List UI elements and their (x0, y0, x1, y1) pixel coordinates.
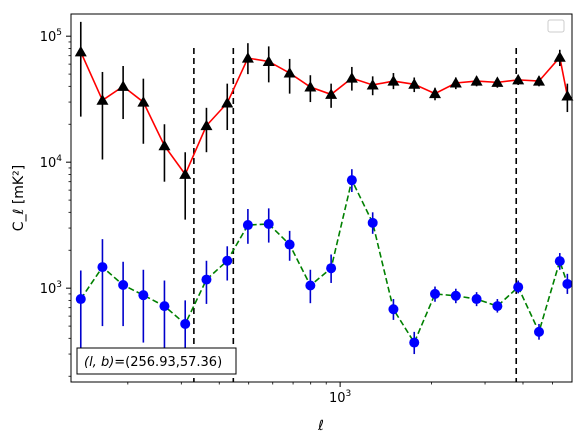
series-1-point-18 (450, 290, 461, 301)
series-0-point-3 (137, 96, 150, 107)
series-0-point-10 (283, 67, 296, 78)
series-1-point-7 (222, 255, 233, 266)
series-1-point-3 (138, 290, 149, 301)
series-0-point-13 (345, 72, 358, 83)
series-0-point-7 (221, 96, 234, 108)
series-1-point-6 (201, 274, 212, 285)
plot-layer (74, 21, 574, 382)
series-0-point-1 (96, 94, 109, 105)
series-0-point-4 (158, 139, 171, 151)
series-0-point-19 (470, 75, 483, 86)
series-1-point-17 (430, 288, 441, 299)
series-0-point-5 (179, 168, 192, 179)
series-1-point-9 (263, 219, 274, 230)
series-1-point-1 (97, 262, 108, 273)
series-1-point-13 (346, 175, 357, 186)
series-0-point-14 (366, 78, 379, 90)
series-1-point-11 (305, 280, 316, 291)
series-0-point-6 (200, 119, 213, 131)
series-1-point-8 (242, 220, 253, 231)
series-0-point-12 (325, 88, 338, 99)
svg-text:(l, b)=(256.93,57.36): (l, b)=(256.93,57.36) (84, 355, 222, 370)
plot-frame (70, 13, 573, 383)
y-tick-label-0: 103 (40, 280, 62, 297)
series-0-point-2 (117, 80, 130, 91)
series-0-point-24 (561, 90, 574, 101)
legend-box (547, 19, 565, 33)
series-0-point-17 (429, 87, 442, 99)
x-tick-label-0: 103 (329, 389, 351, 406)
series-1-point-16 (409, 337, 420, 348)
series-0-point-20 (491, 76, 504, 87)
series-0-point-16 (408, 78, 421, 89)
series-1-point-14 (367, 217, 378, 228)
axes-layer: 103 103 104 105 (40, 28, 553, 406)
series-1-point-23 (554, 256, 565, 267)
series-1-point-24 (562, 278, 573, 289)
series-1-point-5 (180, 318, 191, 329)
series-1-point-21 (513, 282, 524, 293)
series-0-point-21 (512, 73, 525, 85)
series-1-point-10 (284, 239, 295, 250)
series-0-point-22 (532, 75, 545, 86)
series-1-point-22 (533, 326, 544, 337)
series-1-point-15 (388, 304, 399, 315)
x-axis-label: ℓ (317, 418, 324, 434)
annotation-box: (l, b)=(256.93,57.36) (76, 347, 237, 375)
series-0-point-23 (553, 51, 566, 62)
y-tick-label-1: 104 (40, 154, 63, 171)
annotation-label: (l, b) (84, 355, 114, 370)
y-tick-label-2: 105 (40, 28, 62, 45)
series-0-point-11 (304, 81, 317, 92)
series-0-point-18 (449, 77, 462, 88)
series-1-point-4 (159, 301, 170, 312)
series-0-point-0 (74, 45, 87, 57)
annotation-value: =(256.93,57.36) (114, 355, 222, 370)
series-0-point-15 (387, 75, 400, 86)
series-1-point-20 (492, 301, 503, 312)
y-axis-label: C_ℓ [mK²] (11, 165, 27, 231)
series-1-point-19 (471, 294, 482, 305)
series-1-point-2 (118, 279, 129, 290)
series-1-point-0 (75, 294, 86, 305)
series-1-point-12 (326, 263, 337, 274)
series-0-point-9 (262, 55, 275, 66)
series-0-point-8 (241, 52, 254, 63)
